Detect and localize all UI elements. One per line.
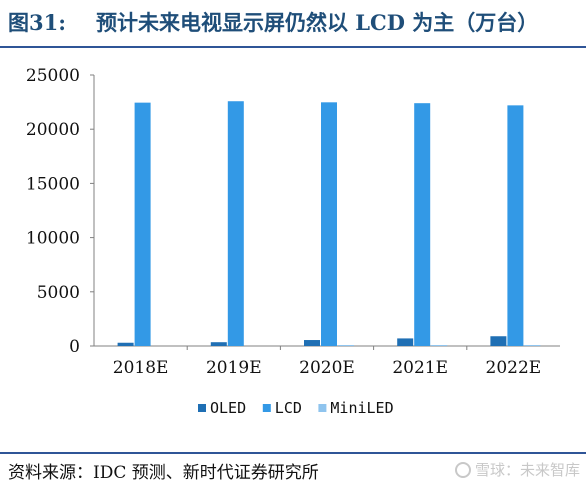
y-tick-label: 25000 xyxy=(26,66,80,86)
legend: OLED LCD MiniLED xyxy=(198,399,394,417)
bar-miniled-2021e xyxy=(431,345,448,346)
bar-miniled-2022e xyxy=(524,345,541,346)
x-tick-label: 2021E xyxy=(392,358,448,378)
figure-title-text: 预计未来电视显示屏仍然以 LCD 为主（万台） xyxy=(95,10,539,35)
bar-lcd-2021e xyxy=(414,103,431,347)
bars xyxy=(117,101,541,347)
bar-lcd-2018e xyxy=(134,102,151,346)
y-axis: 0 5000 10000 15000 20000 25000 xyxy=(26,66,95,357)
source-note: 资料来源：IDC 预测、新时代证券研究所 xyxy=(8,463,319,483)
bar-chart: 0 5000 10000 15000 20000 25000 2018E 2019E 2020… xyxy=(26,66,560,417)
figure-title: 图31: 预计未来电视显示屏仍然以 LCD 为主（万台） xyxy=(8,0,586,44)
bar-lcd-2022e xyxy=(507,105,524,346)
snowball-logo-icon xyxy=(454,461,471,478)
legend-label-miniled: MiniLED xyxy=(330,399,393,417)
y-tick-label: 20000 xyxy=(26,120,80,140)
watermark: 雪球：未来智库 xyxy=(454,459,580,480)
legend-label-oled: OLED xyxy=(210,399,246,417)
x-tick-label: 2018E xyxy=(113,358,169,378)
bar-oled-2022e xyxy=(490,336,507,346)
bar-lcd-2020e xyxy=(321,102,337,346)
figure-number: 图31: xyxy=(8,10,66,35)
y-tick-label: 0 xyxy=(69,337,80,357)
bar-miniled-2020e xyxy=(338,345,354,346)
x-tick-label: 2022E xyxy=(486,358,542,378)
legend-swatch-miniled xyxy=(318,404,327,412)
bar-oled-2021e xyxy=(397,338,414,346)
y-tick-label: 15000 xyxy=(26,174,80,194)
top-rule xyxy=(0,46,586,48)
x-axis: 2018E 2019E 2020E 2021E 2022E xyxy=(94,345,560,378)
legend-swatch-oled xyxy=(198,404,206,412)
y-tick-label: 10000 xyxy=(26,229,80,249)
bar-oled-2018e xyxy=(117,342,134,346)
bar-oled-2019e xyxy=(210,342,227,346)
legend-swatch-lcd xyxy=(262,404,271,412)
bar-lcd-2019e xyxy=(227,101,244,346)
legend-label-lcd: LCD xyxy=(275,399,302,417)
x-tick-label: 2020E xyxy=(299,358,355,378)
bar-oled-2020e xyxy=(304,340,320,346)
watermark-text: 雪球：未来智库 xyxy=(474,461,580,479)
bottom-rule xyxy=(0,452,586,454)
y-tick-label: 5000 xyxy=(37,283,80,303)
x-tick-label: 2019E xyxy=(206,358,262,378)
